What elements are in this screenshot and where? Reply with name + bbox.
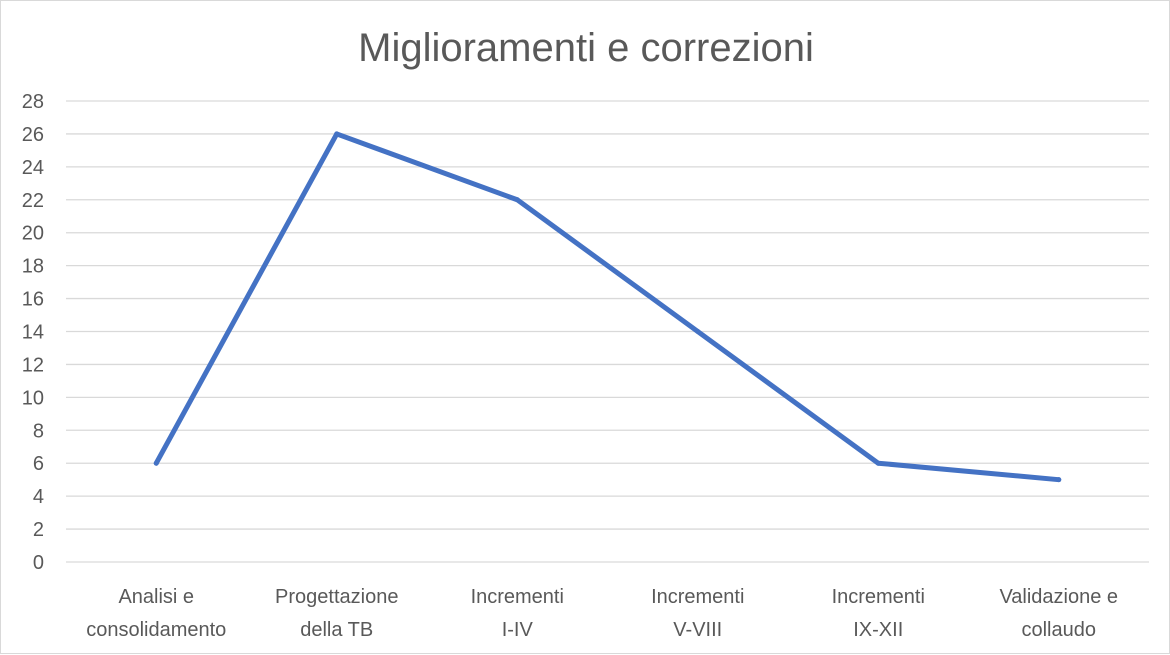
data-point [153,460,159,466]
x-category-label: Incrementi V-VIII [651,586,744,641]
x-axis-categories: Analisi e consolidamento Progettazione dell… [86,586,1118,641]
y-tick-label: 14 [22,322,44,344]
x-category-label: Progettazione della TB [275,586,398,641]
y-tick-label: 18 [22,256,44,278]
x-category-label-line: Validazione e [999,586,1118,608]
y-tick-label: 24 [22,157,44,179]
y-tick-label: 4 [33,486,44,508]
data-point [334,131,340,137]
x-category-label: Incrementi IX-XII [832,586,925,641]
y-tick-label: 0 [33,552,44,574]
x-category-label-line: della TB [300,619,373,641]
y-tick-label: 2 [33,519,44,541]
y-tick-label: 6 [33,453,44,475]
y-tick-label: 28 [22,91,44,113]
x-category-label: Validazione e collaudo [999,586,1118,641]
x-category-label-line: I-IV [502,619,534,641]
series-line-0 [153,131,1062,483]
y-tick-label: 12 [22,354,44,376]
y-tick-label: 26 [22,124,44,146]
data-point [695,329,701,334]
x-category-label-line: V-VIII [673,619,722,641]
y-tick-label: 22 [22,190,44,212]
chart-title: Miglioramenti e correzioni [358,26,814,70]
gridlines [66,100,1149,563]
y-tick-label: 8 [33,420,44,442]
x-category-label-line: Incrementi [471,586,564,608]
x-category-label-line: Analisi e [118,586,194,608]
x-category-label-line: collaudo [1021,619,1096,641]
x-category-label-line: Incrementi [832,586,925,608]
y-tick-label: 20 [22,223,44,245]
y-tick-label: 16 [22,289,44,311]
x-category-label-line: Incrementi [651,586,744,608]
data-point [1056,477,1062,483]
x-category-label: Analisi e consolidamento [86,586,226,641]
series-group [153,131,1062,483]
x-category-label: Incrementi I-IV [471,586,564,641]
data-point [514,197,520,203]
data-point [875,460,881,466]
x-category-label-line: IX-XII [853,619,903,641]
x-category-label-line: Progettazione [275,586,398,608]
x-category-label-line: consolidamento [86,619,226,641]
y-tick-label: 10 [22,387,44,409]
